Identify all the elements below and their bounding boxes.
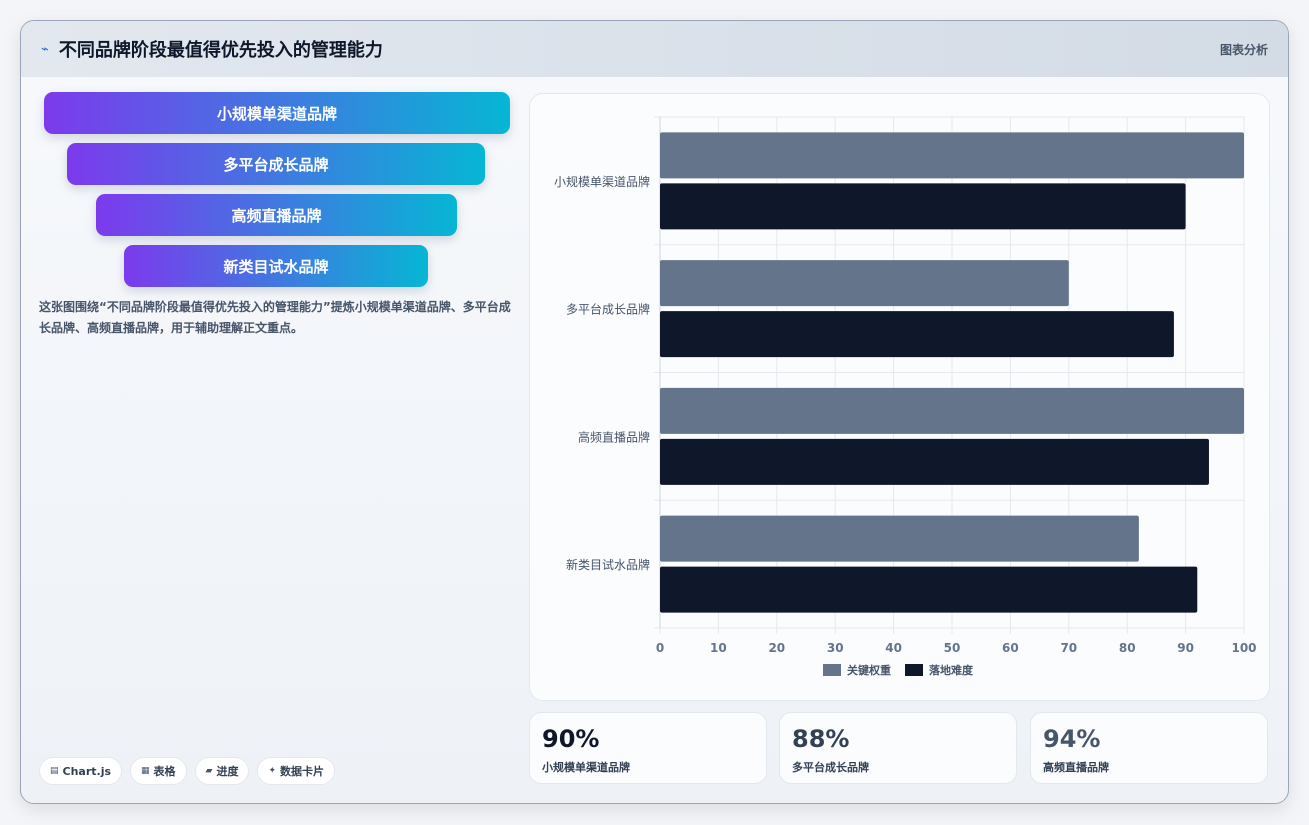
stat-label: 多平台成长品牌 xyxy=(792,761,869,774)
chip-label: 表格 xyxy=(153,765,176,778)
stat-card-1: 90% 小规模单渠道品牌 xyxy=(529,712,767,784)
bar-weight xyxy=(660,387,1244,434)
legend-swatch xyxy=(905,664,923,676)
chart-description: 这张图围绕“不同品牌阶段最值得优先投入的管理能力”提炼小规模单渠道品牌、多平台成… xyxy=(39,300,511,335)
funnel-stage-1: 小规模单渠道品牌 xyxy=(44,92,510,134)
stat-value: 90% xyxy=(542,725,600,753)
bar-weight xyxy=(660,132,1244,179)
tool-chips: ▤ Chart.js ▦ 表格 ▰ 进度 ✦ 数据卡片 xyxy=(39,757,336,785)
x-tick-label: 0 xyxy=(656,641,664,655)
chart-icon: ▤ xyxy=(50,766,59,776)
legend-label: 关键权重 xyxy=(847,663,891,677)
y-category-label: 多平台成长品牌 xyxy=(566,302,650,317)
stat-card-2: 88% 多平台成长品牌 xyxy=(779,712,1017,784)
chart-card: ⌁ 不同品牌阶段最值得优先投入的管理能力 图表分析 小规模单渠道品牌 多平台成长… xyxy=(20,20,1289,804)
chip-label: 数据卡片 xyxy=(280,765,325,778)
chip-label: Chart.js xyxy=(62,764,112,778)
chip-table[interactable]: ▦ 表格 xyxy=(130,757,187,785)
bar-weight xyxy=(660,260,1069,307)
header-tag: 图表分析 xyxy=(1219,42,1268,57)
y-category-label: 高频直播品牌 xyxy=(578,429,650,444)
funnel-stage-4: 新类目试水品牌 xyxy=(124,245,428,287)
stat-label: 高频直播品牌 xyxy=(1043,761,1109,774)
funnel-stage-2: 多平台成长品牌 xyxy=(67,143,485,185)
stat-label: 小规模单渠道品牌 xyxy=(542,761,630,774)
x-tick-label: 30 xyxy=(827,641,844,655)
chip-data-card[interactable]: ✦ 数据卡片 xyxy=(257,757,336,785)
bar-weight xyxy=(660,515,1139,562)
chart-panel: 0 10 20 30 40 50 60 70 80 90 100 小规模单渠道品牌多平台成长品牌高频直… xyxy=(529,93,1270,701)
legend-swatch xyxy=(823,664,841,676)
x-tick-label: 40 xyxy=(885,641,902,655)
x-tick-label: 50 xyxy=(944,641,961,655)
legend-label: 落地难度 xyxy=(929,663,974,677)
y-category-label: 新类目试水品牌 xyxy=(566,557,650,572)
x-tick-label: 70 xyxy=(1060,641,1077,655)
progress-icon: ▰ xyxy=(205,766,213,776)
y-category-label: 小规模单渠道品牌 xyxy=(554,174,650,189)
x-tick-label: 100 xyxy=(1231,641,1256,655)
stat-value: 94% xyxy=(1043,725,1101,753)
x-tick-label: 20 xyxy=(768,641,785,655)
table-icon: ▦ xyxy=(141,766,150,776)
card-header: ⌁ 不同品牌阶段最值得优先投入的管理能力 图表分析 xyxy=(21,21,1288,77)
funnel-stage-3: 高频直播品牌 xyxy=(96,194,457,236)
chip-chartjs[interactable]: ▤ Chart.js xyxy=(39,757,123,785)
stat-card-3: 94% 高频直播品牌 xyxy=(1030,712,1268,784)
chip-progress[interactable]: ▰ 进度 xyxy=(194,757,250,785)
chip-label: 进度 xyxy=(216,765,239,778)
x-tick-label: 90 xyxy=(1177,641,1194,655)
bar-difficulty xyxy=(660,438,1209,485)
x-tick-label: 60 xyxy=(1002,641,1019,655)
stat-value: 88% xyxy=(792,725,850,753)
bar-chart: 0 10 20 30 40 50 60 70 80 90 100 小规模单渠道品牌多平台成长品牌高频直… xyxy=(554,116,1257,677)
x-tick-label: 80 xyxy=(1119,641,1136,655)
pulse-icon: ⌁ xyxy=(41,41,49,57)
bar-difficulty xyxy=(660,183,1186,230)
x-tick-label: 10 xyxy=(710,641,727,655)
sparkle-icon: ✦ xyxy=(268,766,277,776)
bar-difficulty xyxy=(660,311,1174,358)
page-title: 不同品牌阶段最值得优先投入的管理能力 xyxy=(58,40,383,61)
bar-difficulty xyxy=(660,566,1198,613)
